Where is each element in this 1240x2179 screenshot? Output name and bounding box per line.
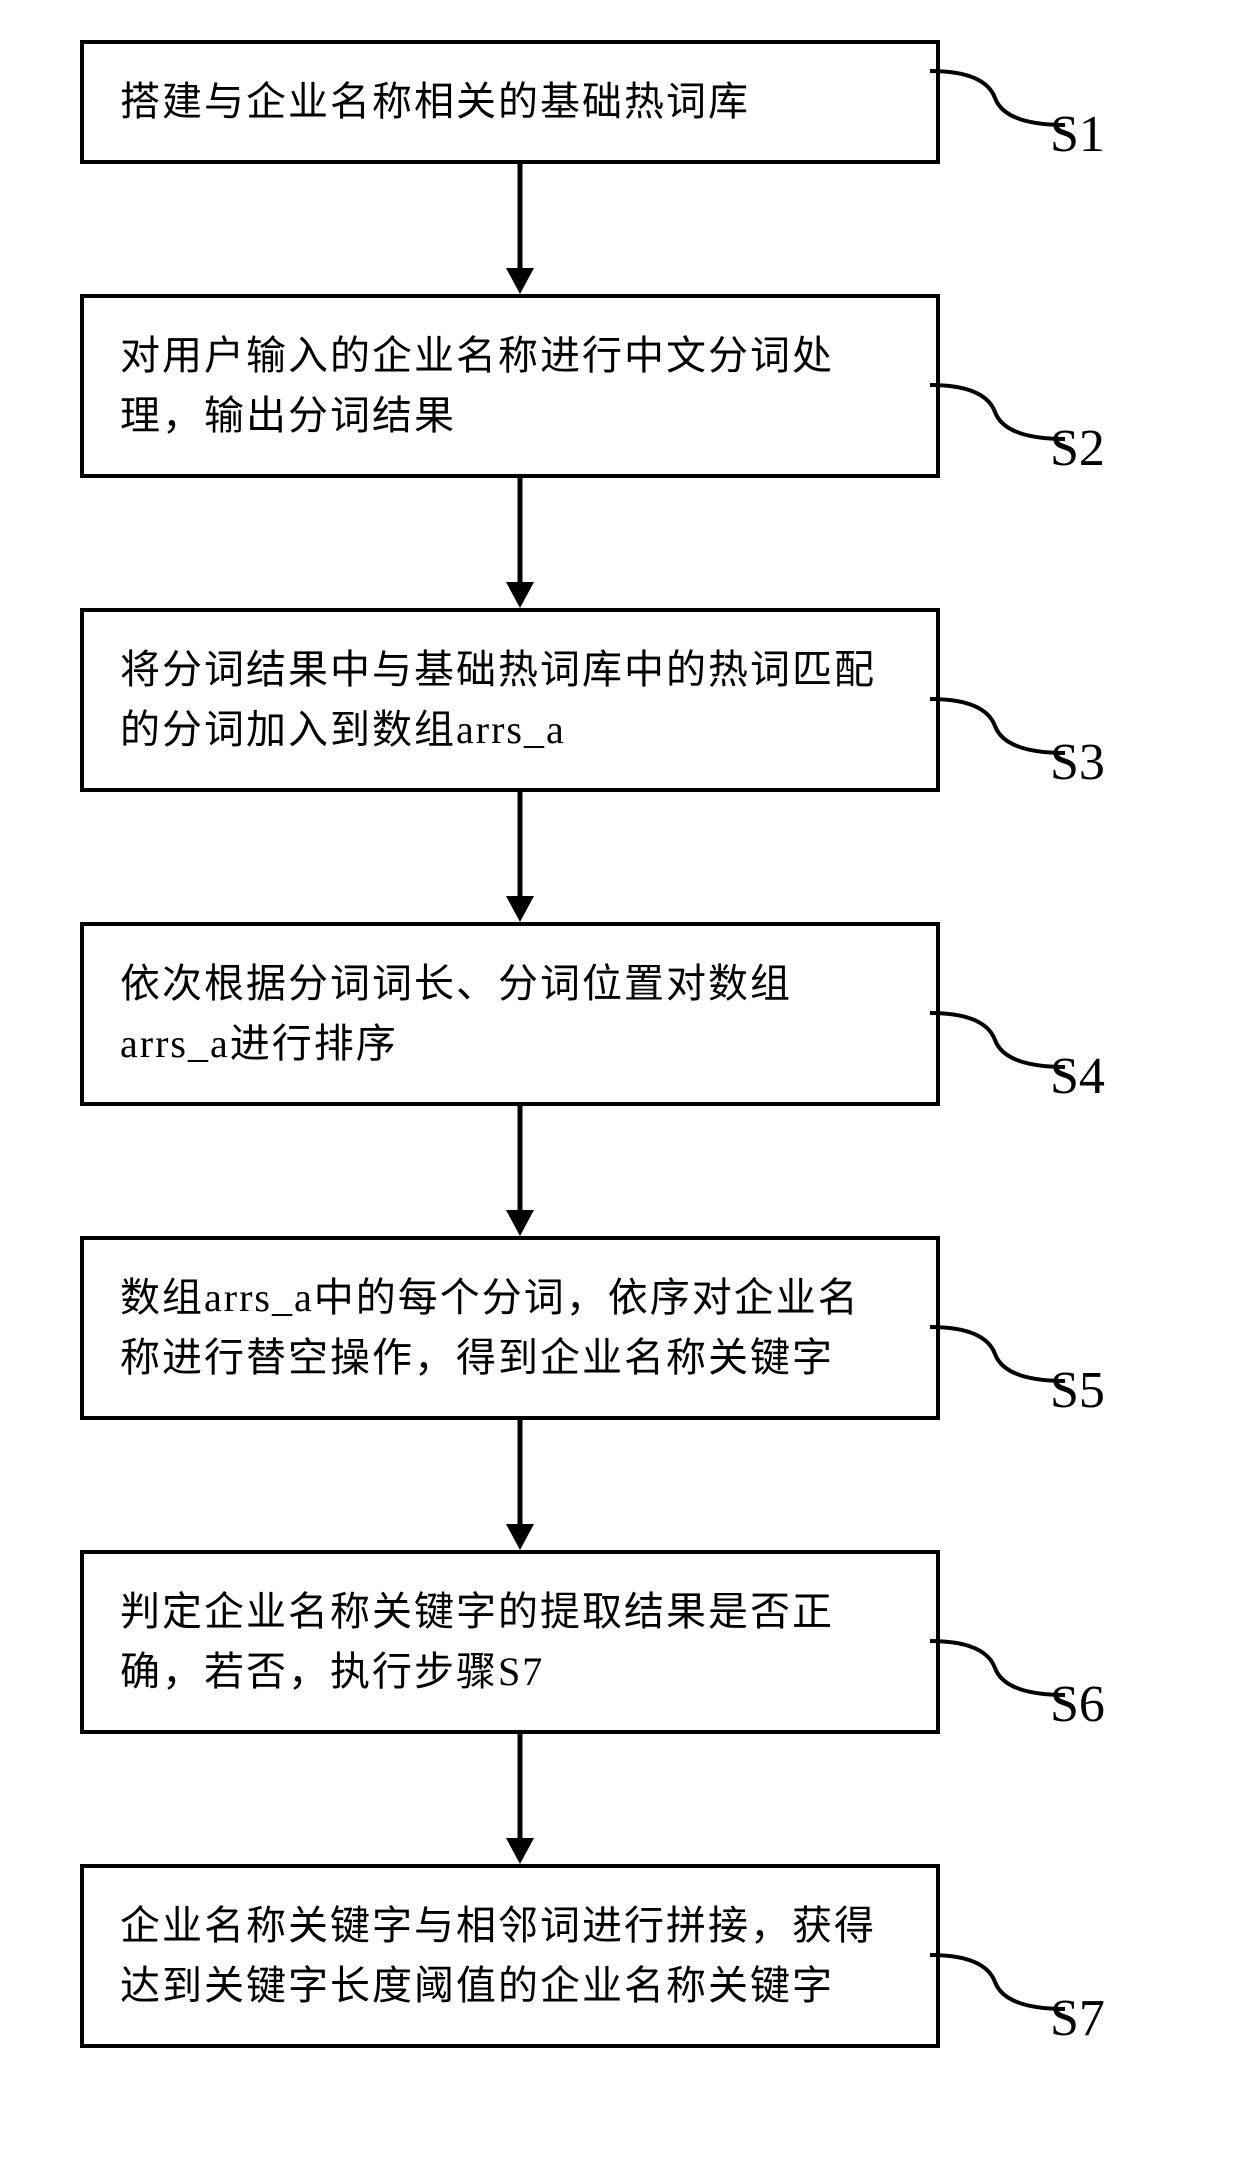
step-box-s6: 判定企业名称关键字的提取结果是否正确，若否，执行步骤S7 [80,1550,940,1734]
step-row: 对用户输入的企业名称进行中文分词处理，输出分词结果 S2 [20,294,1220,478]
step-box-s4: 依次根据分词词长、分词位置对数组arrs_a进行排序 [80,922,940,1106]
arrow-connector [20,1106,1220,1236]
arrow-connector [20,1420,1220,1550]
step-box-s3: 将分词结果中与基础热词库中的热词匹配的分词加入到数组arrs_a [80,608,940,792]
step-box-s5: 数组arrs_a中的每个分词，依序对企业名称进行替空操作，得到企业名称关键字 [80,1236,940,1420]
step-label-s6: S6 [1050,1675,1105,1734]
step-box-s2: 对用户输入的企业名称进行中文分词处理，输出分词结果 [80,294,940,478]
step-label-s4: S4 [1050,1047,1105,1106]
step-label-s7: S7 [1050,1989,1105,2048]
step-label-s3: S3 [1050,733,1105,792]
arrow-connector [20,164,1220,294]
step-row: 数组arrs_a中的每个分词，依序对企业名称进行替空操作，得到企业名称关键字 S5 [20,1236,1220,1420]
step-box-s7: 企业名称关键字与相邻词进行拼接，获得达到关键字长度阈值的企业名称关键字 [80,1864,940,2048]
arrow-connector [20,792,1220,922]
step-row: 判定企业名称关键字的提取结果是否正确，若否，执行步骤S7 S6 [20,1550,1220,1734]
step-row: 搭建与企业名称相关的基础热词库 S1 [20,40,1220,164]
arrow-connector [20,478,1220,608]
step-row: 依次根据分词词长、分词位置对数组arrs_a进行排序 S4 [20,922,1220,1106]
step-label-s1: S1 [1050,105,1105,164]
step-label-s2: S2 [1050,419,1105,478]
step-row: 将分词结果中与基础热词库中的热词匹配的分词加入到数组arrs_a S3 [20,608,1220,792]
arrow-connector [20,1734,1220,1864]
step-label-s5: S5 [1050,1361,1105,1420]
step-row: 企业名称关键字与相邻词进行拼接，获得达到关键字长度阈值的企业名称关键字 S7 [20,1864,1220,2048]
flowchart-container: 搭建与企业名称相关的基础热词库 S1 对用户输入的企业名称进行中文分词处理，输出分词… [20,40,1220,2048]
step-box-s1: 搭建与企业名称相关的基础热词库 [80,40,940,164]
